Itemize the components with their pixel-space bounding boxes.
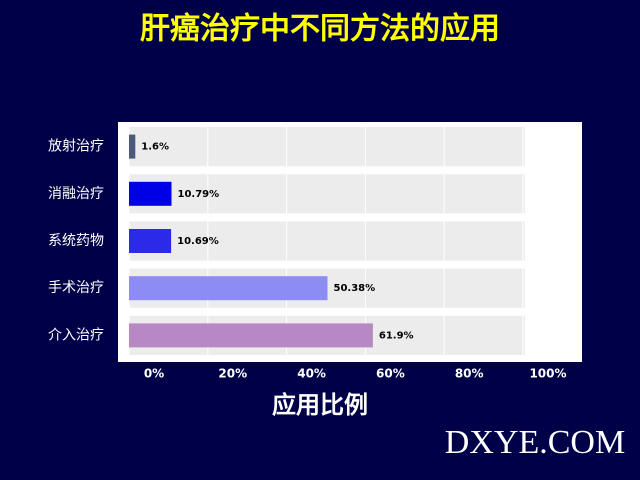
chart-title: 肝癌治疗中不同方法的应用 bbox=[140, 12, 500, 47]
x-tick-label: 0% bbox=[144, 367, 164, 381]
value-label: 10.79% bbox=[178, 189, 220, 200]
x-tick-label: 100% bbox=[529, 367, 566, 381]
y-tick-label: 消融治疗 bbox=[48, 186, 104, 202]
value-label: 10.69% bbox=[177, 236, 219, 247]
bar bbox=[129, 276, 328, 301]
value-label: 50.38% bbox=[333, 283, 375, 294]
x-axis-label: 应用比例 bbox=[272, 391, 368, 419]
y-tick-label: 放射治疗 bbox=[48, 139, 104, 155]
x-tick-label: 80% bbox=[455, 367, 484, 381]
bar bbox=[129, 134, 136, 159]
value-label: 1.6% bbox=[141, 142, 169, 153]
bar bbox=[129, 229, 172, 253]
row-band bbox=[129, 127, 525, 167]
plot: 0% 20% 40% 60% 80% 100% 放射治疗 1.6% 消融治疗 10.79% 系统药物… bbox=[48, 127, 567, 381]
y-tick-label: 手术治疗 bbox=[48, 280, 104, 296]
row-band bbox=[129, 174, 525, 214]
y-tick-label: 系统药物 bbox=[48, 233, 104, 249]
x-tick-label: 60% bbox=[376, 367, 405, 381]
x-tick-label: 40% bbox=[297, 367, 326, 381]
bar bbox=[129, 181, 172, 206]
bar bbox=[129, 323, 373, 348]
value-label: 61.9% bbox=[379, 330, 414, 341]
watermark: DXYE.COM bbox=[445, 424, 625, 461]
x-tick-label: 20% bbox=[218, 367, 247, 381]
row-band bbox=[129, 221, 525, 261]
y-tick-label: 介入治疗 bbox=[48, 327, 104, 343]
